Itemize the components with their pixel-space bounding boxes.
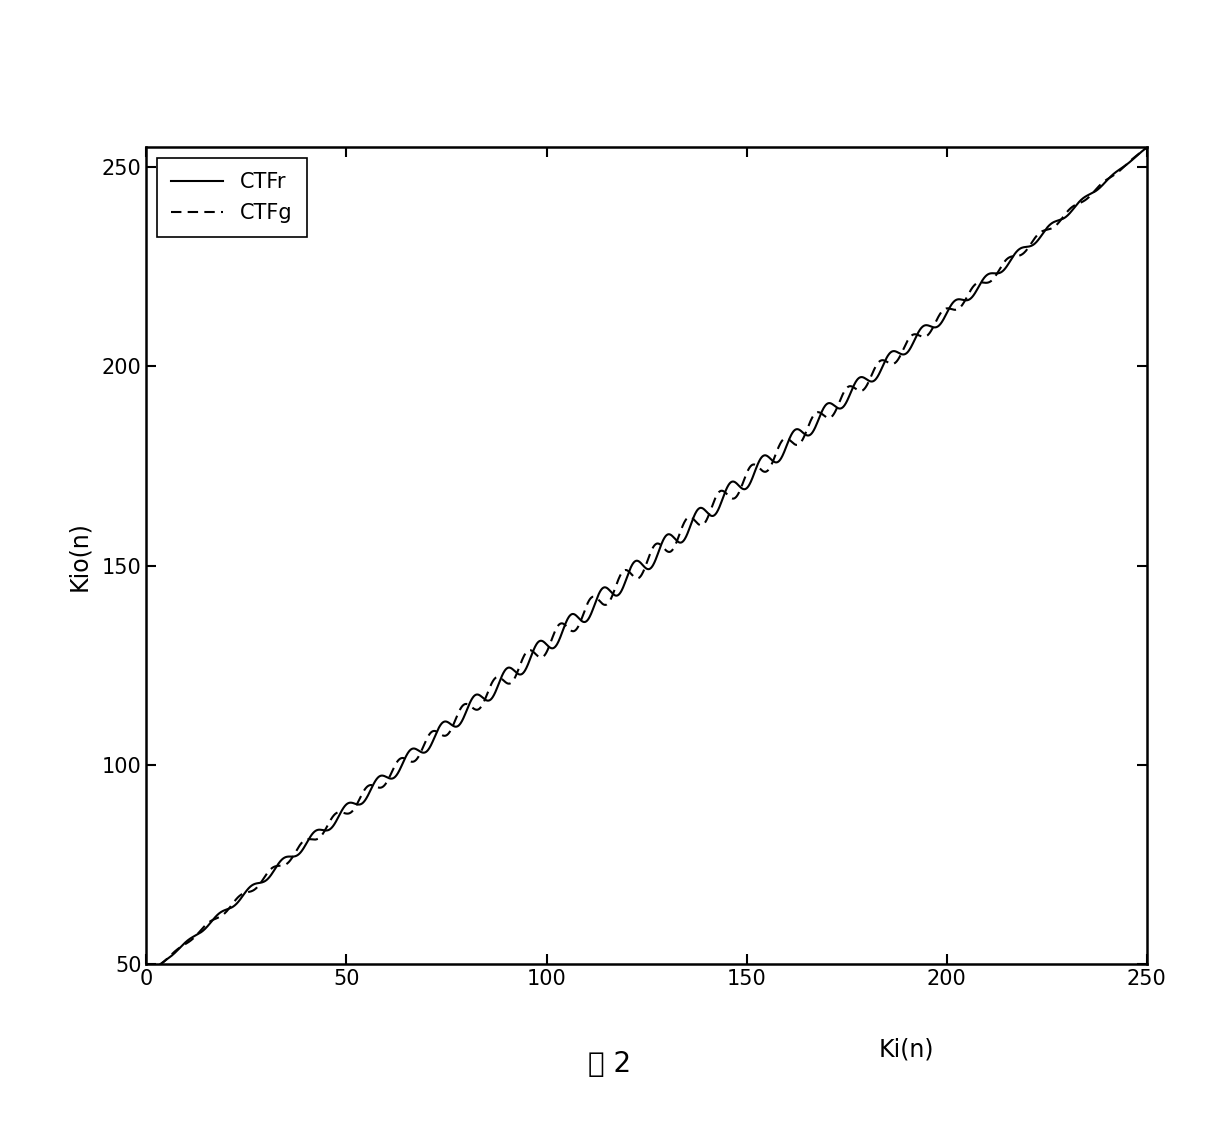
CTFr	[139, 970, 154, 983]
Legend: CTFr, CTFg: CTFr, CTFg	[157, 158, 307, 237]
CTFr	[312, 823, 327, 837]
Line: CTFr: CTFr	[146, 147, 1147, 976]
CTFr	[566, 607, 581, 620]
Text: 图 2: 图 2	[588, 1050, 632, 1077]
Line: CTFg: CTFg	[146, 147, 1147, 976]
Y-axis label: Kio(n): Kio(n)	[67, 521, 90, 591]
CTFg	[1139, 141, 1154, 154]
CTFr	[1013, 243, 1027, 256]
CTFr	[522, 652, 537, 666]
CTFr	[1120, 158, 1135, 171]
X-axis label: Ki(n): Ki(n)	[878, 1038, 935, 1061]
CTFr	[1139, 141, 1154, 154]
CTFg	[1013, 248, 1027, 262]
CTFg	[566, 625, 581, 638]
CTFg	[254, 877, 268, 890]
CTFg	[312, 830, 327, 844]
CTFg	[1120, 156, 1135, 170]
CTFg	[139, 970, 154, 983]
CTFr	[254, 875, 268, 889]
CTFg	[522, 643, 537, 657]
